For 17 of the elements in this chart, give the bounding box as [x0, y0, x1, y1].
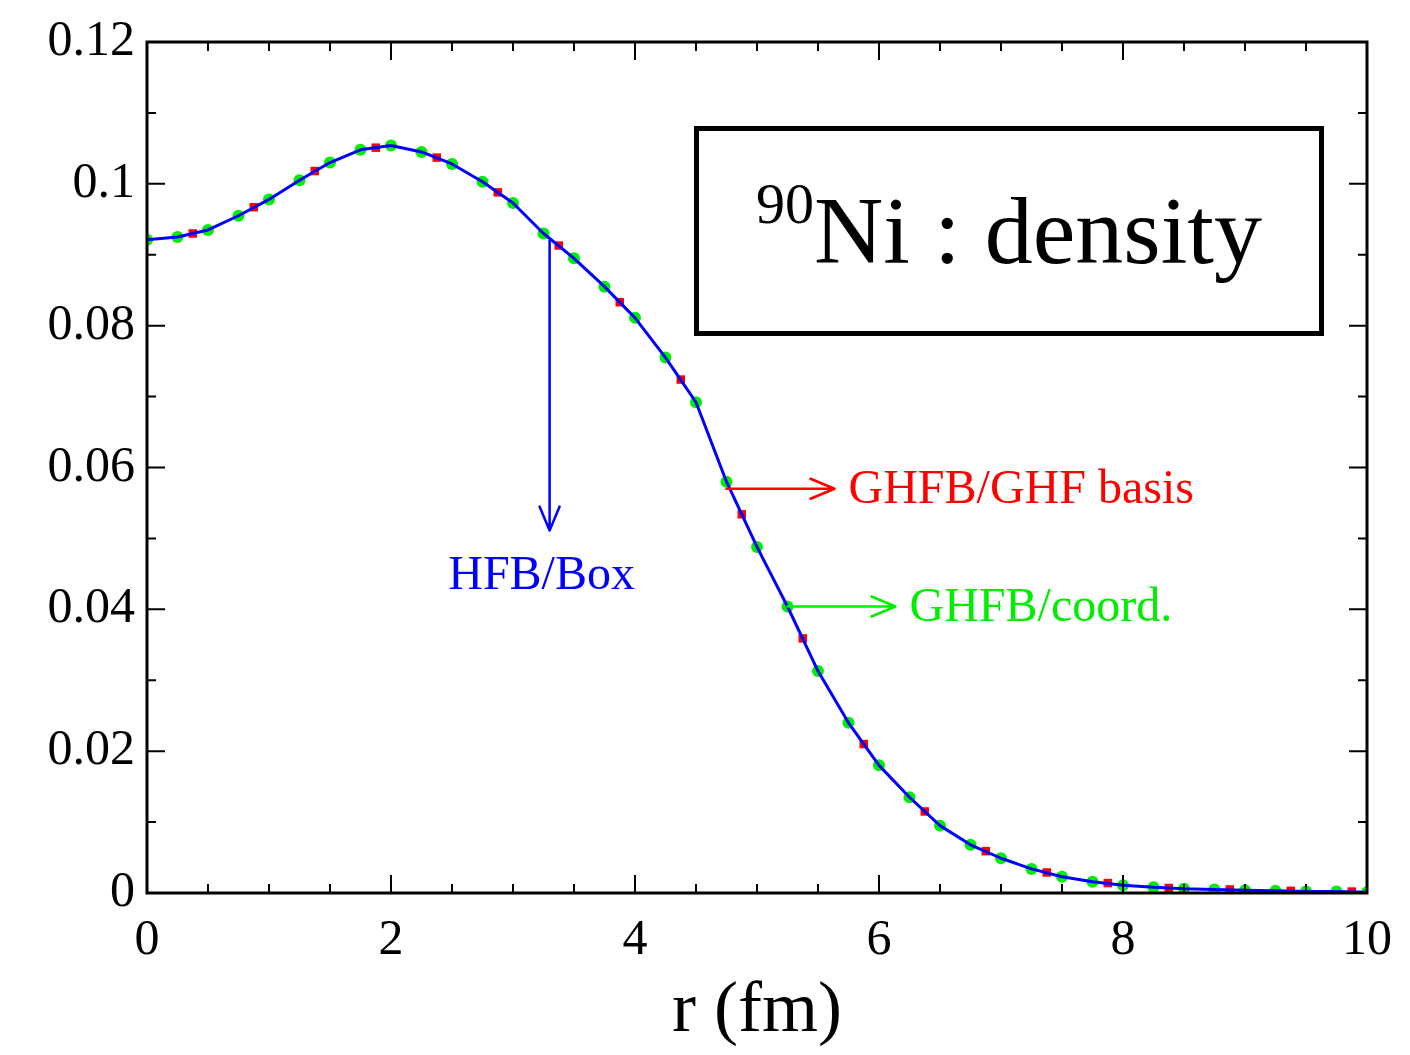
annotation: HFB/Box: [448, 546, 635, 600]
y-tick-label: 0: [110, 861, 135, 918]
x-tick-label: 10: [1342, 909, 1392, 966]
annotation: GHFB/coord.: [909, 578, 1173, 632]
x-tick-label: 2: [378, 909, 404, 966]
annotation: GHFB/GHF basis: [848, 460, 1194, 514]
x-axis-title: r (fm): [672, 966, 842, 1047]
y-tick-label: 0.04: [47, 577, 135, 634]
y-tick-label: 0.12: [47, 10, 135, 67]
y-tick-label: 0.1: [72, 151, 135, 208]
y-tick-label: 0.06: [47, 435, 135, 492]
x-tick-label: 8: [1110, 909, 1136, 966]
x-tick-label: 4: [622, 909, 648, 966]
y-tick-label: 0.02: [47, 719, 135, 776]
text: $^{90}$Ni : density: [694, 126, 1324, 336]
x-tick-label: 6: [866, 909, 892, 966]
y-tick-label: 0.08: [47, 293, 135, 350]
